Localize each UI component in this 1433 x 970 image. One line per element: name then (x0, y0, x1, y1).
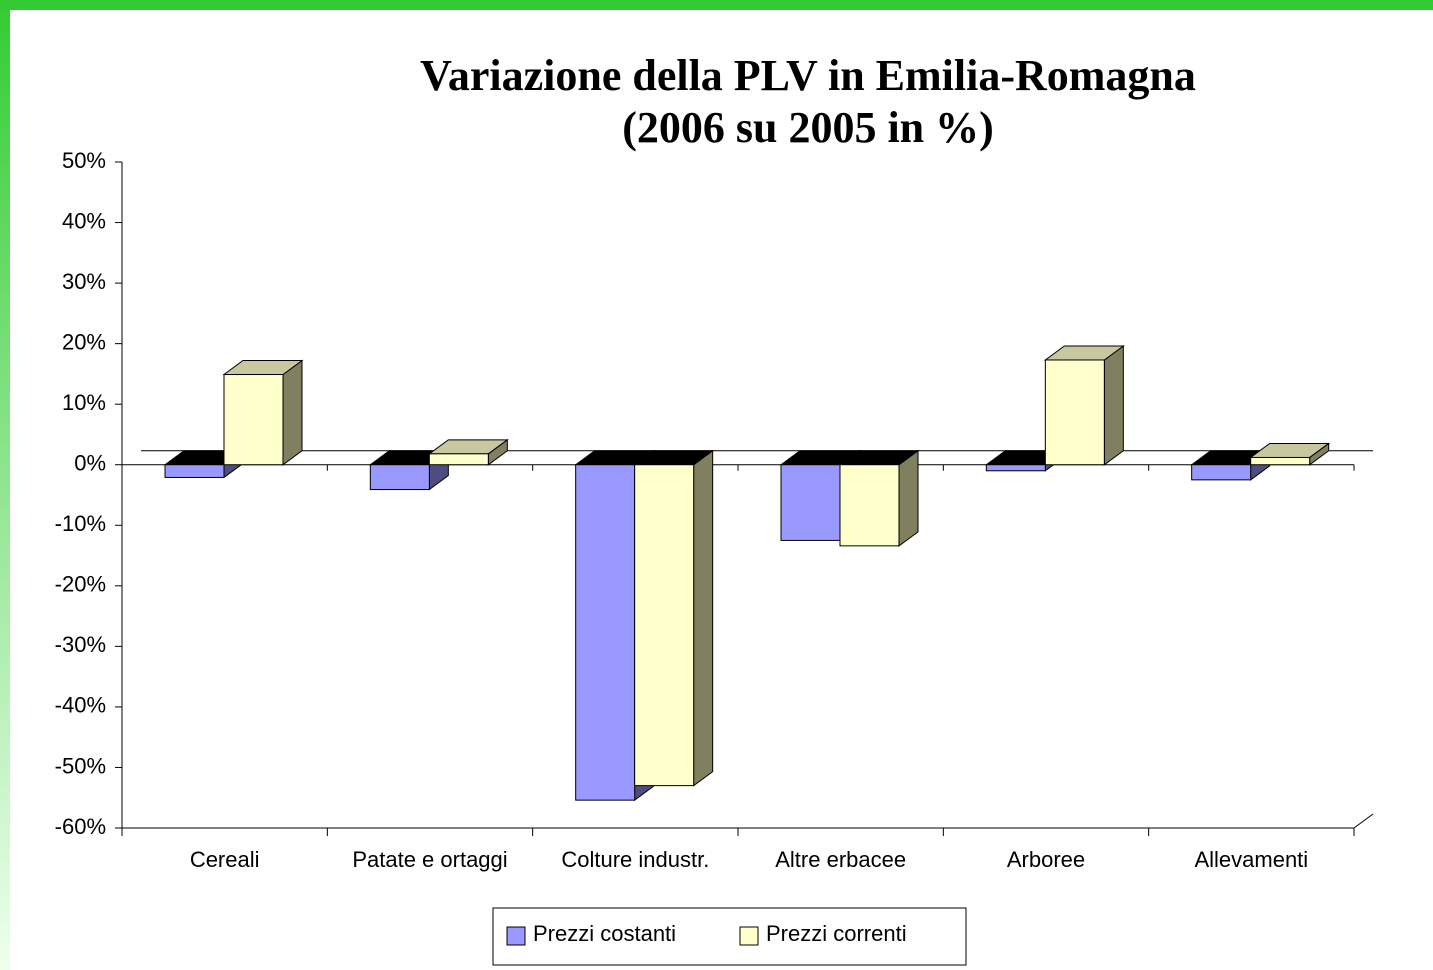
bar (1250, 456, 1311, 466)
frame-left (0, 0, 10, 970)
bar (780, 464, 841, 541)
bar (1044, 359, 1105, 466)
bar-side (693, 449, 714, 787)
x-tick-label: Cereali (190, 847, 260, 872)
y-tick-label: -20% (55, 572, 106, 597)
bar-side (1103, 344, 1124, 466)
y-tick-label: 30% (62, 269, 106, 294)
bar (1191, 464, 1252, 481)
y-tick-label: 50% (62, 148, 106, 173)
y-tick-label: -60% (55, 814, 106, 839)
bar (164, 464, 225, 478)
legend-swatch (506, 926, 526, 946)
x-tick-label: Patate e ortaggi (352, 847, 507, 872)
frame-top (0, 0, 1433, 10)
y-tick-label: 10% (62, 390, 106, 415)
y-tick-label: -30% (55, 632, 106, 657)
y-tick-label: 0% (74, 451, 106, 476)
bar-side (282, 359, 303, 466)
bar (575, 464, 636, 801)
bar (634, 464, 695, 787)
x-tick-label: Colture industr. (561, 847, 709, 872)
x-tick-label: Altre erbacee (775, 847, 906, 872)
y-tick-label: 20% (62, 329, 106, 354)
bar (839, 464, 900, 547)
bar (985, 464, 1046, 472)
x-tick-label: Allevamenti (1194, 847, 1308, 872)
bar-side (898, 449, 919, 547)
y-tick-label: 40% (62, 208, 106, 233)
y-tick-label: -50% (55, 753, 106, 778)
bar (223, 374, 284, 466)
y-tick-label: -40% (55, 693, 106, 718)
y-tick-label: -10% (55, 511, 106, 536)
legend-label: Prezzi correnti (766, 921, 907, 946)
legend-label: Prezzi costanti (533, 921, 676, 946)
chart-title: Variazione della PLV in Emilia-Romagna (420, 51, 1196, 100)
chart-subtitle: (2006 su 2005 in %) (622, 103, 994, 152)
legend-swatch (739, 926, 759, 946)
floor-corner (1353, 813, 1374, 829)
x-tick-label: Arboree (1007, 847, 1085, 872)
legend (492, 907, 967, 966)
bar (428, 453, 489, 466)
bar (369, 464, 430, 491)
